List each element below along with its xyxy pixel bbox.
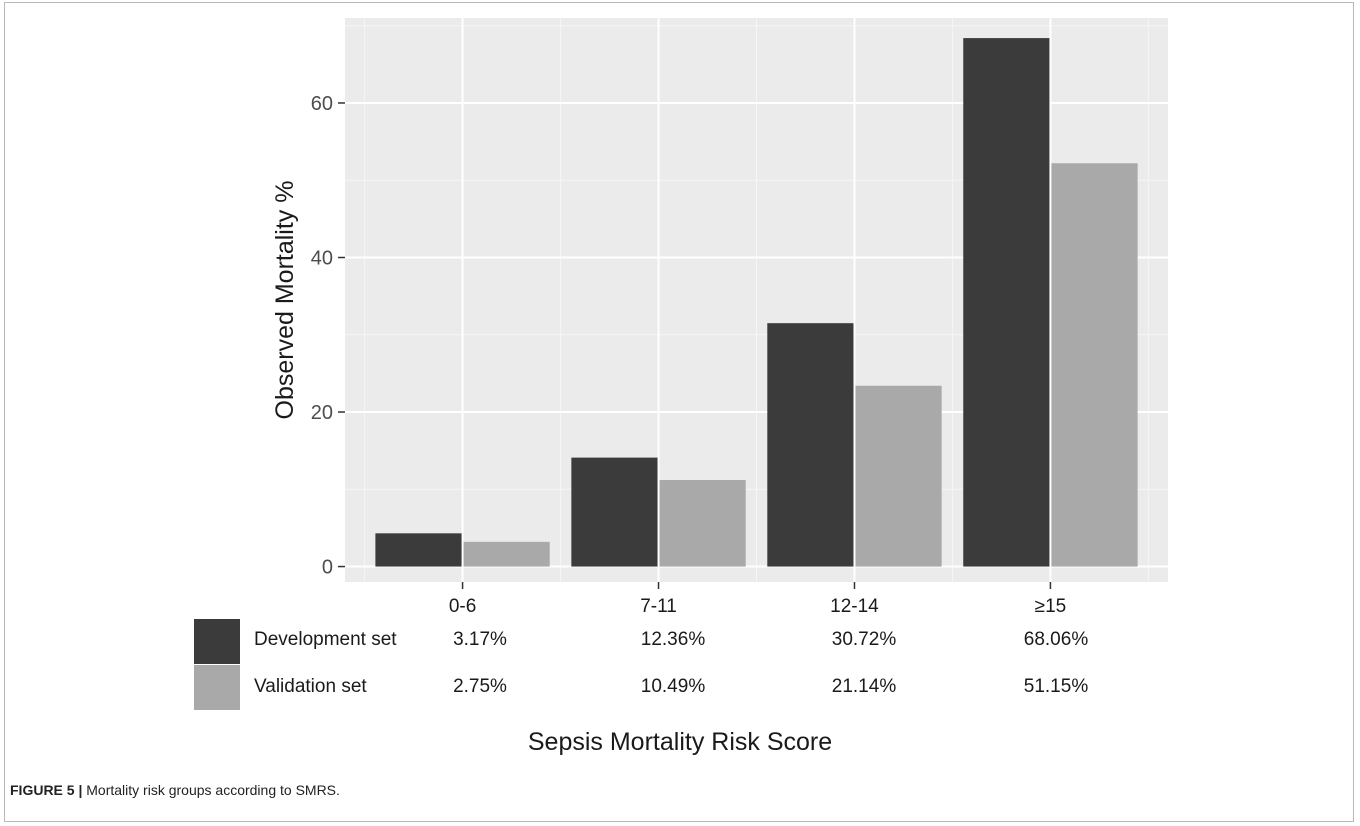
table-cell: 3.17% <box>453 629 507 650</box>
table-cell: 2.75% <box>453 676 507 697</box>
x-tick-label: 7-11 <box>640 596 677 617</box>
legend-label-development: Development set <box>254 629 397 650</box>
bar-validation <box>855 385 942 567</box>
x-tick-label: 12-14 <box>830 596 879 617</box>
legend-label-validation: Validation set <box>254 676 367 697</box>
table-cell: 12.36% <box>640 629 706 650</box>
figure-caption: FIGURE 5 | Mortality risk groups accordi… <box>10 782 340 798</box>
x-tick-label: ≥15 <box>1035 596 1067 617</box>
y-axis-title: Observed Mortality % <box>271 181 299 420</box>
x-axis-title: Sepsis Mortality Risk Score <box>527 728 833 756</box>
table-cell: 51.15% <box>1023 676 1089 697</box>
bar-validation <box>463 541 550 567</box>
bar-validation <box>1051 163 1138 567</box>
bar-development <box>767 323 854 567</box>
y-tick-label: 60 <box>311 93 333 115</box>
bar-development <box>571 457 658 567</box>
table-cell: 68.06% <box>1023 629 1089 650</box>
y-tick-label: 0 <box>322 557 333 579</box>
caption-label: FIGURE 5 | <box>10 782 83 798</box>
table-cell: 21.14% <box>831 676 897 697</box>
y-tick-label: 40 <box>311 248 333 270</box>
legend-swatch-development <box>194 619 240 664</box>
caption-text: Mortality risk groups according to SMRS. <box>82 782 340 798</box>
bar-development <box>375 533 462 567</box>
legend-swatch-validation <box>194 665 240 710</box>
table-cell: 30.72% <box>831 629 897 650</box>
bar-development <box>963 38 1050 567</box>
figure-frame <box>4 2 1354 822</box>
y-tick-label: 20 <box>311 402 333 424</box>
x-tick-label: 0-6 <box>449 596 476 617</box>
table-cell: 10.49% <box>640 676 706 697</box>
bar-validation <box>659 480 746 567</box>
